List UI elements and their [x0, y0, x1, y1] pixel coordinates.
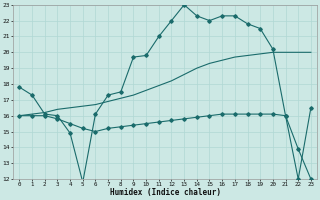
X-axis label: Humidex (Indice chaleur): Humidex (Indice chaleur) [110, 188, 220, 197]
